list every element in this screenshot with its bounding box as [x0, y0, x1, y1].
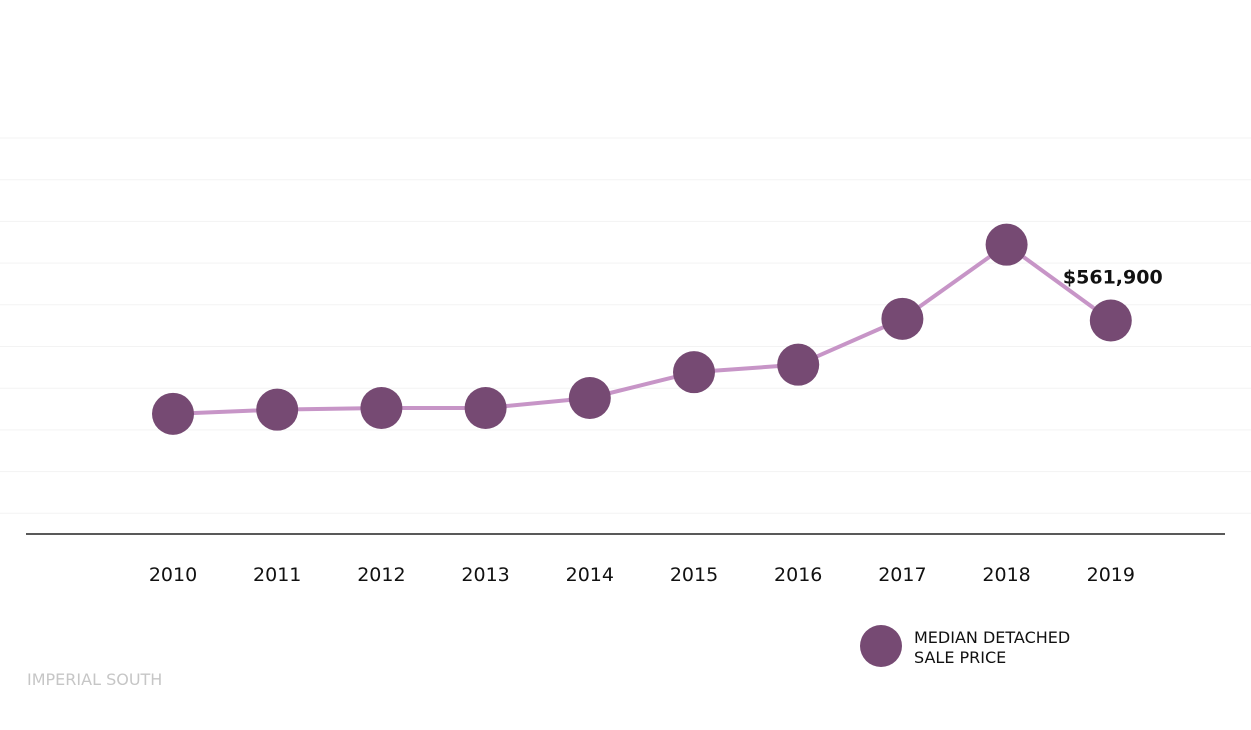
data-point-2010: [152, 392, 194, 435]
x-tick-label-2013: 2013: [461, 564, 509, 586]
source-label: IMPERIAL SOUTH: [27, 670, 162, 689]
x-tick-label-2015: 2015: [670, 564, 718, 586]
x-tick-label-2012: 2012: [357, 564, 405, 586]
data-point-2019: [1089, 299, 1132, 342]
data-labels: $561,900: [1063, 267, 1163, 289]
x-tick-label-2019: 2019: [1087, 564, 1135, 586]
data-point-2017: [881, 297, 924, 340]
data-point-2015: [673, 351, 715, 394]
x-tick-label-2011: 2011: [253, 564, 301, 586]
data-point-2014: [568, 377, 611, 419]
data-point-2011: [256, 388, 299, 431]
legend-marker: [860, 625, 902, 667]
data-point-2012: [360, 387, 403, 429]
legend: MEDIAN DETACHED SALE PRICE: [860, 625, 1070, 667]
x-tick-label-2010: 2010: [149, 564, 197, 586]
data-point-2018: [985, 223, 1028, 266]
data-label-2019: $561,900: [1063, 267, 1163, 289]
x-tick-labels: 2010 2011 2012 2013 2014 2015 2016 2017 2018 2019: [149, 564, 1135, 586]
data-point-2016: [777, 343, 820, 386]
legend-label-line-1: MEDIAN DETACHED: [914, 628, 1070, 647]
legend-label-line-2: SALE PRICE: [914, 648, 1006, 667]
series-line: [171, 242, 1113, 416]
data-points: [152, 223, 1132, 435]
x-tick-label-2014: 2014: [566, 564, 614, 586]
gridlines: [0, 137, 1251, 514]
x-tick-label-2018: 2018: [982, 564, 1030, 586]
data-point-2013: [464, 387, 507, 429]
x-tick-label-2016: 2016: [774, 564, 822, 586]
x-tick-label-2017: 2017: [878, 564, 926, 586]
